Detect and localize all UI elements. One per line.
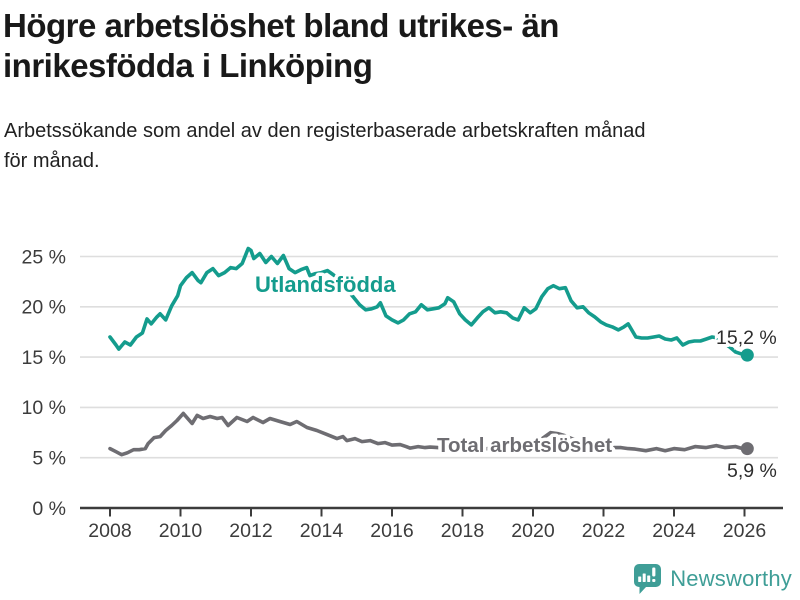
chart-subtitle: Arbetssökande som andel av den registerb… xyxy=(4,120,646,172)
y-axis-tick-label: 0 % xyxy=(32,498,66,520)
series-end-value-utlandsfodda: 15,2 % xyxy=(716,327,777,349)
series-line-utlandsfodda xyxy=(108,246,750,357)
x-axis-tick-label: 2024 xyxy=(652,520,696,542)
y-axis-tick-label: 10 % xyxy=(22,397,66,419)
newsworthy-speech-bubble-chart-icon xyxy=(634,564,662,594)
x-axis-tick-label: 2012 xyxy=(229,520,272,542)
series-label-total-arbetsloshet: Total arbetslöshet xyxy=(437,434,612,457)
x-axis-tick-label: 2010 xyxy=(159,520,203,542)
x-axis-tick-label: 2016 xyxy=(370,520,413,542)
y-axis-tick-label: 5 % xyxy=(32,448,66,470)
y-axis-tick-label: 20 % xyxy=(22,297,66,319)
x-axis-tick-label: 2018 xyxy=(441,520,484,542)
x-axis-tick-label: 2014 xyxy=(300,520,344,542)
x-axis-tick-label: 2026 xyxy=(723,520,766,542)
series-line-total-arbetsloshet xyxy=(108,411,750,457)
x-axis-tick-label: 2020 xyxy=(511,520,555,542)
series-end-dot-utlandsfodda xyxy=(740,348,754,362)
x-axis-tick-label: 2008 xyxy=(88,520,131,542)
newsworthy-logo: Newsworthy xyxy=(633,563,792,595)
newsworthy-wordmark: Newsworthy xyxy=(670,566,792,591)
series-end-value-total-arbetsloshet: 5,9 % xyxy=(727,460,777,482)
x-axis-tick-label: 2022 xyxy=(582,520,625,542)
series-end-dot-total-arbetsloshet xyxy=(740,442,754,456)
series-label-utlandsfodda: Utlandsfödda xyxy=(255,272,396,297)
chart-title: Högre arbetslöshet bland utrikes- än inr… xyxy=(3,7,559,84)
y-axis-tick-label: 15 % xyxy=(22,347,66,369)
y-axis-tick-label: 25 % xyxy=(22,246,66,268)
